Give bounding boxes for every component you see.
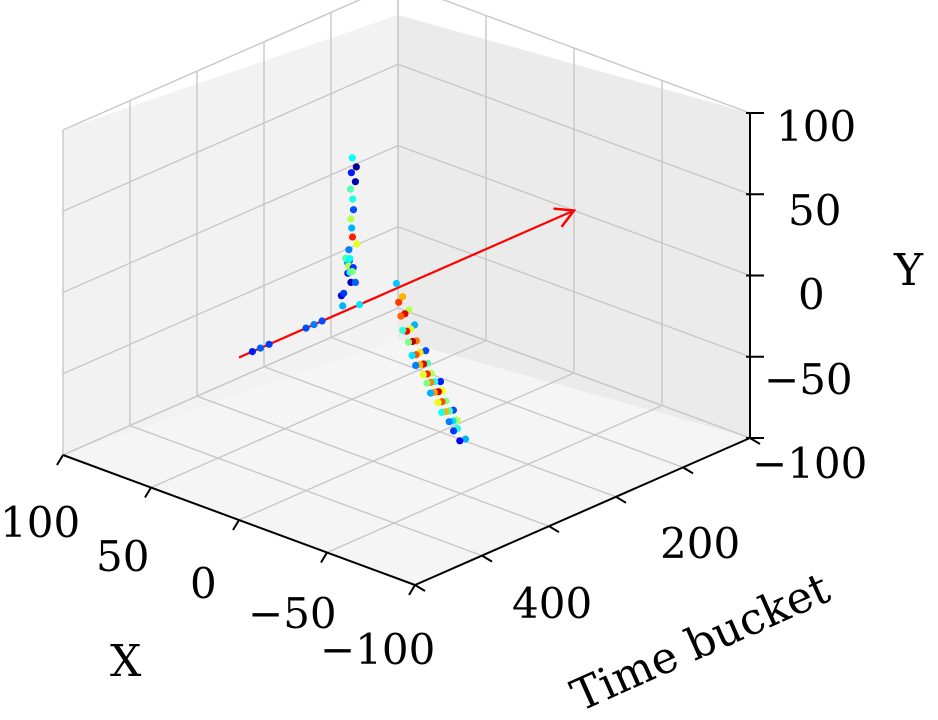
floor-pane (63, 340, 750, 585)
x-axis-title: X (110, 636, 142, 687)
scatter-point (346, 185, 355, 193)
scatter-point (348, 154, 356, 162)
scatter-point (450, 427, 458, 435)
grid-line (129, 100, 483, 557)
scatter-point (412, 361, 420, 369)
axis-lines (56, 112, 764, 596)
x-tick-label: −100 (320, 625, 435, 674)
scatter-point (349, 195, 357, 203)
x-tick-mark (56, 454, 64, 466)
grid-line (62, 0, 751, 131)
grid-line (330, 12, 684, 469)
grid-lines (62, 0, 751, 586)
scatter-point (395, 298, 403, 306)
scatter-point (265, 340, 273, 348)
x-tick-mark (408, 584, 416, 596)
scatter-point (426, 389, 435, 397)
scatter-point (436, 378, 445, 386)
time-tick-mark (682, 466, 694, 475)
time-tick-mark (749, 437, 761, 445)
trajectory-arrow (238, 207, 577, 359)
scatter-point (318, 317, 326, 325)
scatter-point (310, 321, 318, 329)
scatter-point (345, 246, 353, 254)
scatter-point (348, 224, 356, 232)
x-tick-mark (232, 519, 240, 531)
x-tick-labels: 100 50 0 −50 −100 (0, 498, 435, 674)
scatter-point (438, 408, 446, 416)
y-tick-label: 100 (776, 102, 856, 151)
grid-line (263, 41, 617, 498)
x-tick-label: 50 (96, 532, 149, 581)
scatter-point (423, 379, 431, 387)
axes-panes (63, 15, 750, 585)
scatter-point (351, 278, 359, 286)
x-tick-label: 100 (0, 498, 80, 547)
grid-line (196, 71, 550, 527)
y-tick-labels: 100 50 0 −50 −100 (752, 102, 867, 488)
y-tick-label: 50 (788, 186, 841, 235)
trajectory-arrow-layer (238, 207, 577, 359)
time-tick-mark (548, 525, 560, 534)
time-axis-title: Time bucket (564, 563, 838, 720)
scatter-point (445, 418, 453, 426)
scatter-point (348, 268, 356, 276)
scatter-point (347, 215, 355, 223)
y-tick-label: 0 (798, 270, 825, 319)
time-tick-mark (615, 495, 627, 504)
scatter-point (419, 371, 427, 379)
scatter-point (356, 301, 364, 309)
y-tick-label: −100 (752, 439, 867, 488)
x-tick-mark (144, 486, 152, 499)
scatter-point (347, 169, 355, 177)
scatter-point (408, 351, 416, 359)
time-tick-labels: 200 400 (512, 519, 740, 628)
x-tick-mark (320, 551, 328, 564)
scatter-point (348, 233, 357, 241)
time-tick-mark (481, 554, 493, 563)
scatter-point (353, 240, 361, 248)
scatter-point (404, 338, 413, 346)
x-tick-label: 0 (190, 559, 217, 608)
scatter-point (434, 398, 442, 406)
time-axis-line (414, 437, 751, 586)
scatter-point (461, 435, 470, 443)
x-tick-label: −50 (248, 589, 337, 638)
scatter-point (349, 206, 358, 214)
y-axis-title: Y (893, 245, 924, 296)
scatter-point (399, 293, 407, 301)
scatter-point (248, 348, 256, 356)
time-tick-label: 400 (512, 579, 592, 628)
scatter-point (352, 163, 360, 171)
scatter-point (339, 302, 347, 310)
scatter-point (346, 255, 354, 263)
scatter-point (422, 347, 430, 355)
scatter-point (351, 178, 359, 186)
scatter-point (302, 324, 310, 332)
time-tick-label: 200 (660, 519, 740, 568)
scatter-point (340, 289, 348, 297)
scatter-point (456, 437, 464, 445)
scatter-point (397, 312, 405, 320)
scatter-point (399, 326, 407, 334)
scatter-points (248, 154, 470, 445)
y-tick-label: −50 (764, 355, 853, 404)
scatter-point (392, 279, 400, 288)
grid-line (397, 0, 751, 439)
scatter-point (256, 344, 264, 352)
time-tick-mark (414, 584, 426, 592)
